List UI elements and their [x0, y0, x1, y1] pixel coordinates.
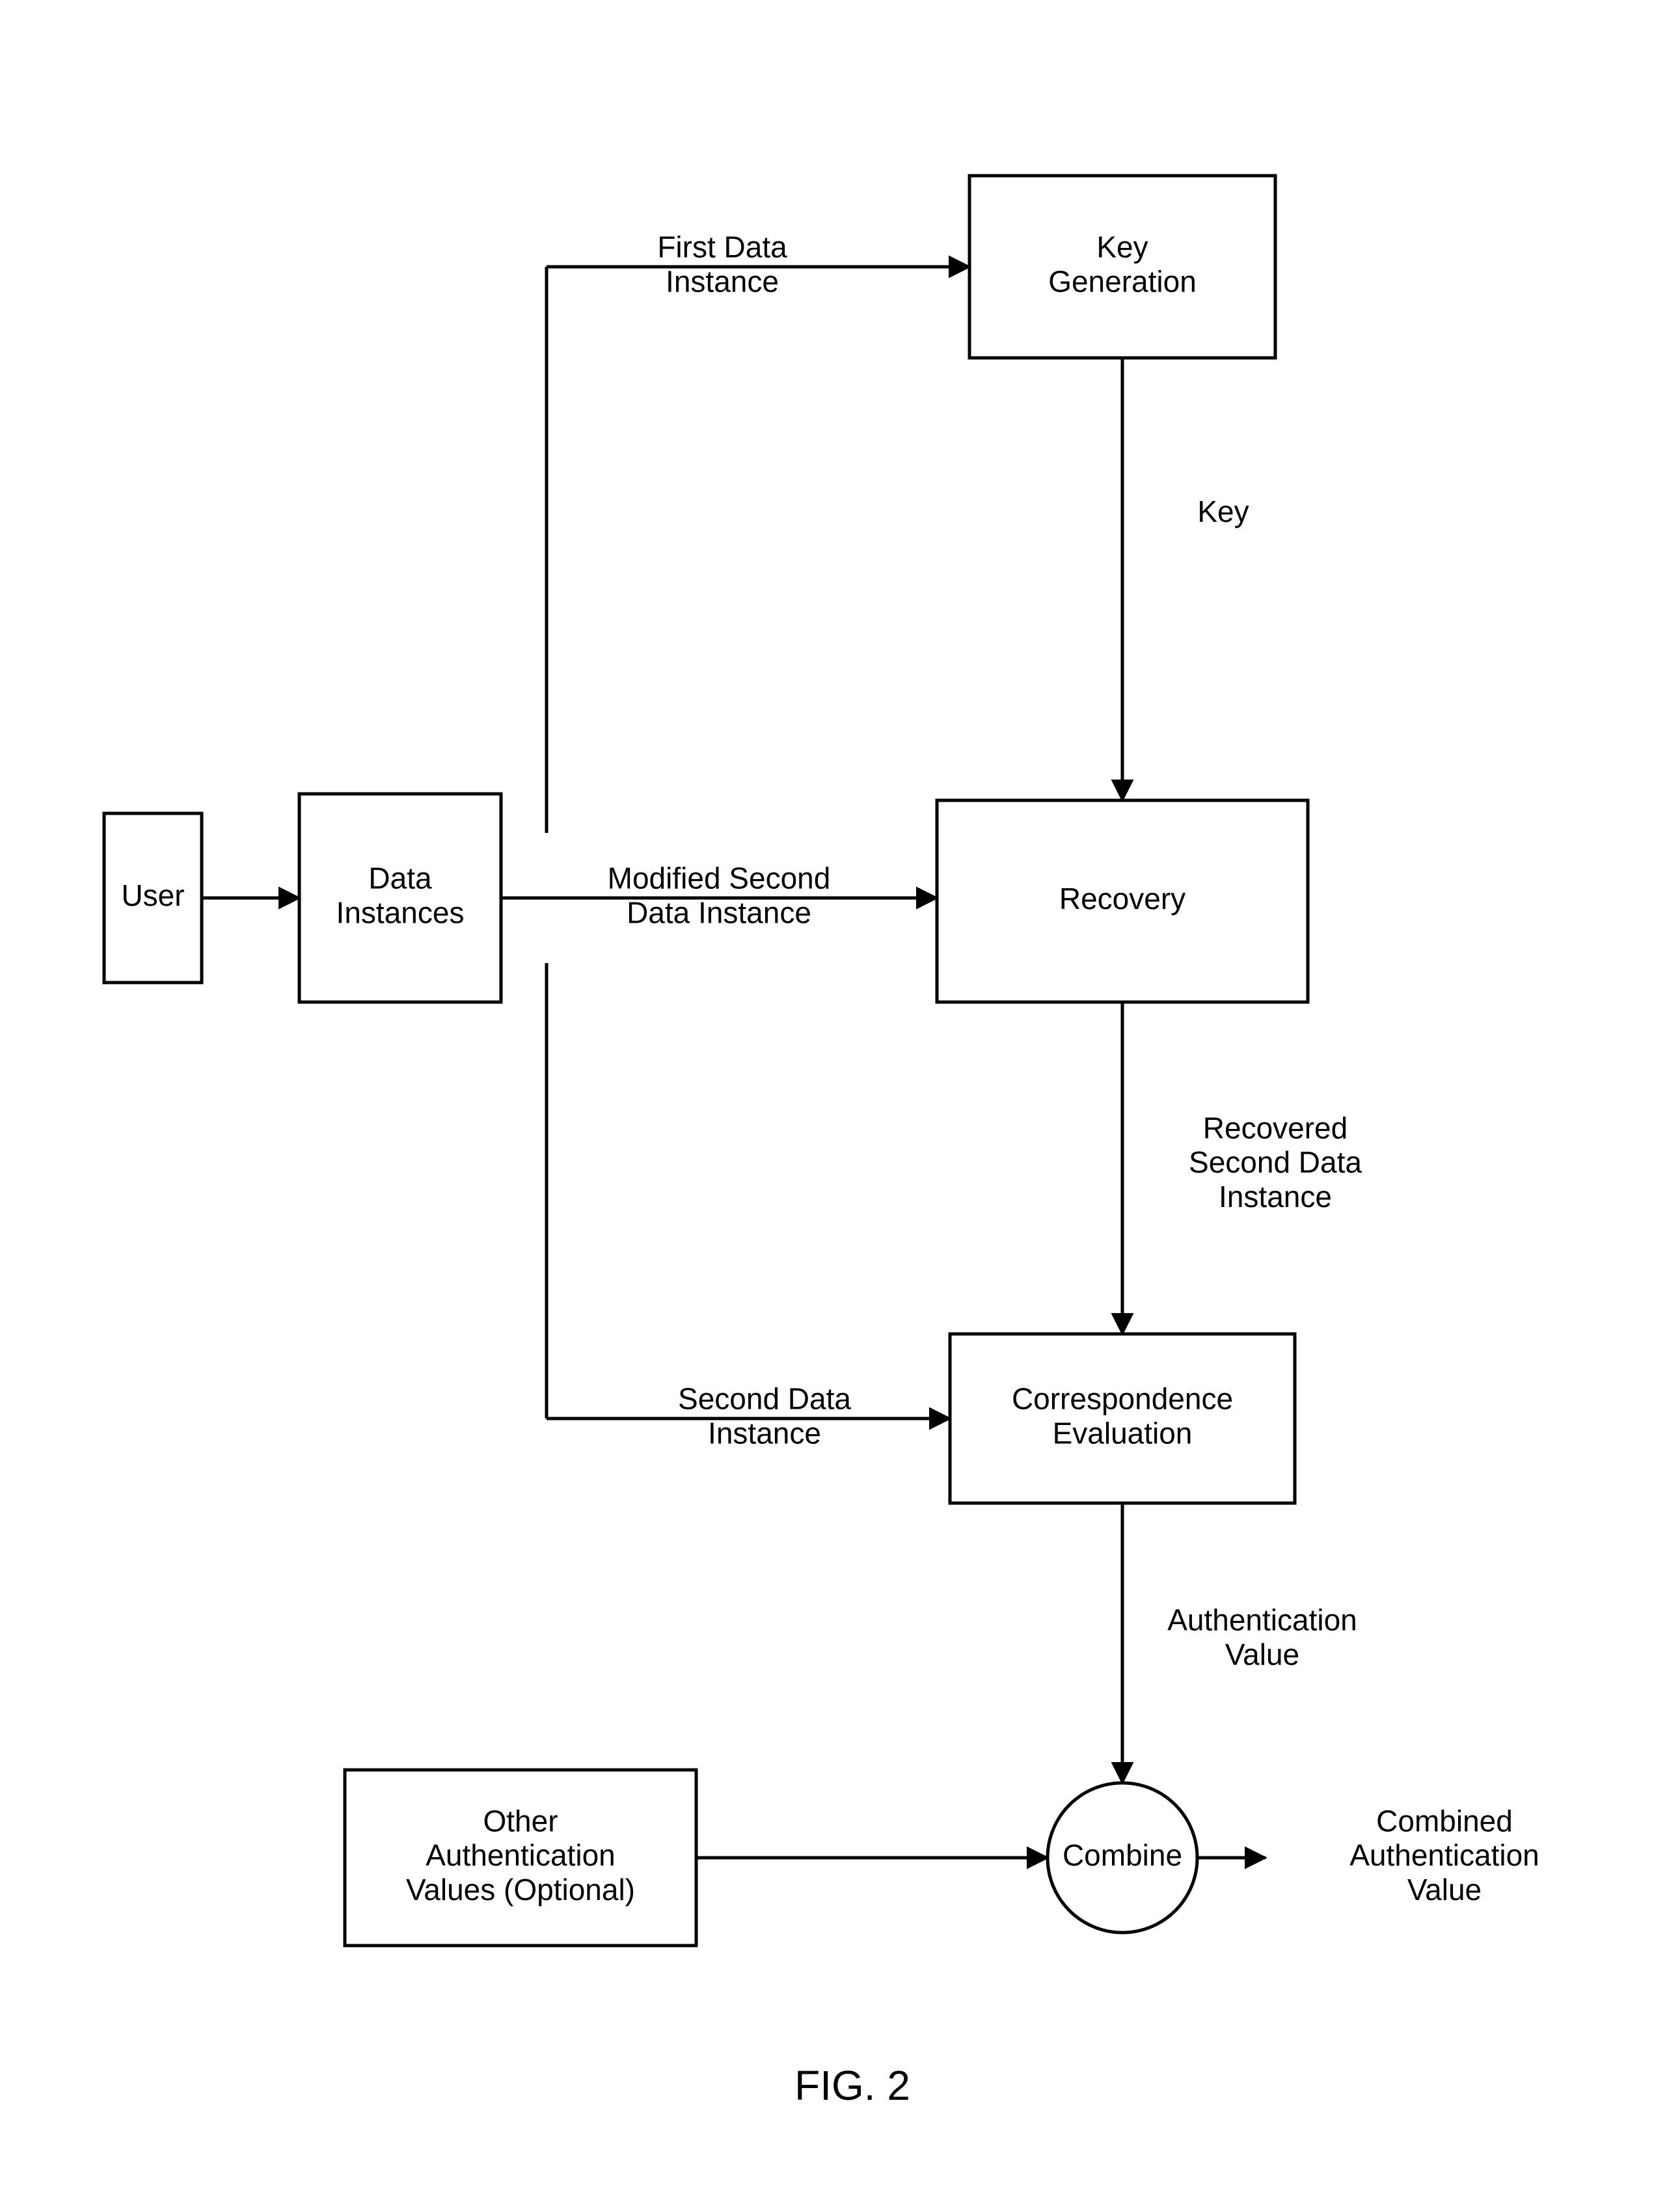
node-label-key_gen: Key: [1096, 230, 1148, 264]
node-label-user: User: [121, 878, 184, 912]
figure-caption: FIG. 2: [794, 2062, 910, 2109]
node-label-key_gen: Generation: [1048, 265, 1197, 299]
edge-label-recovery-corr_eval: Second Data: [1189, 1145, 1362, 1179]
edge-label-data_inst-key_gen: First Data: [657, 230, 787, 264]
node-corr_eval: CorrespondenceEvaluation: [950, 1334, 1295, 1503]
edge-label-corr_eval-combine: Value: [1225, 1638, 1299, 1672]
node-label-other_auth: Authentication: [426, 1838, 616, 1872]
node-label-data_inst: Data: [368, 862, 432, 895]
edge-label-data_inst-recovery: Data Instance: [627, 896, 811, 930]
node-user: User: [104, 813, 202, 983]
authentication-flow-diagram: First DataInstanceModified SecondData In…: [0, 0, 1680, 2200]
node-other_auth: OtherAuthenticationValues (Optional): [345, 1770, 696, 1946]
node-label-recovery: Recovery: [1059, 882, 1185, 916]
node-label-other_auth: Values (Optional): [406, 1873, 635, 1907]
node-label-other_auth: Other: [483, 1804, 558, 1838]
node-label-corr_eval: Correspondence: [1012, 1382, 1233, 1416]
edge-label-data_inst-corr_eval: Instance: [708, 1417, 821, 1450]
node-label-corr_eval: Evaluation: [1053, 1417, 1193, 1450]
node-combine: Combine: [1048, 1783, 1197, 1933]
node-data_inst: DataInstances: [299, 794, 501, 1002]
edge-label-data_inst-recovery: Modified Second: [608, 862, 831, 895]
node-label-data_inst: Instances: [336, 896, 465, 930]
node-recovery: Recovery: [937, 800, 1308, 1002]
edge-label-combine-out: Combined: [1376, 1804, 1513, 1838]
edge-label-recovery-corr_eval: Instance: [1219, 1180, 1332, 1214]
node-label-combine: Combine: [1063, 1838, 1182, 1872]
edge-label-combine-out: Value: [1407, 1873, 1482, 1907]
edge-label-key_gen-recovery: Key: [1197, 495, 1249, 528]
edge-label-corr_eval-combine: Authentication: [1167, 1603, 1357, 1637]
node-key_gen: KeyGeneration: [969, 176, 1275, 358]
edge-label-data_inst-corr_eval: Second Data: [678, 1382, 851, 1416]
edge-label-combine-out: Authentication: [1349, 1838, 1539, 1872]
edge-label-recovery-corr_eval: Recovered: [1203, 1111, 1348, 1145]
edge-label-data_inst-key_gen: Instance: [666, 265, 779, 299]
